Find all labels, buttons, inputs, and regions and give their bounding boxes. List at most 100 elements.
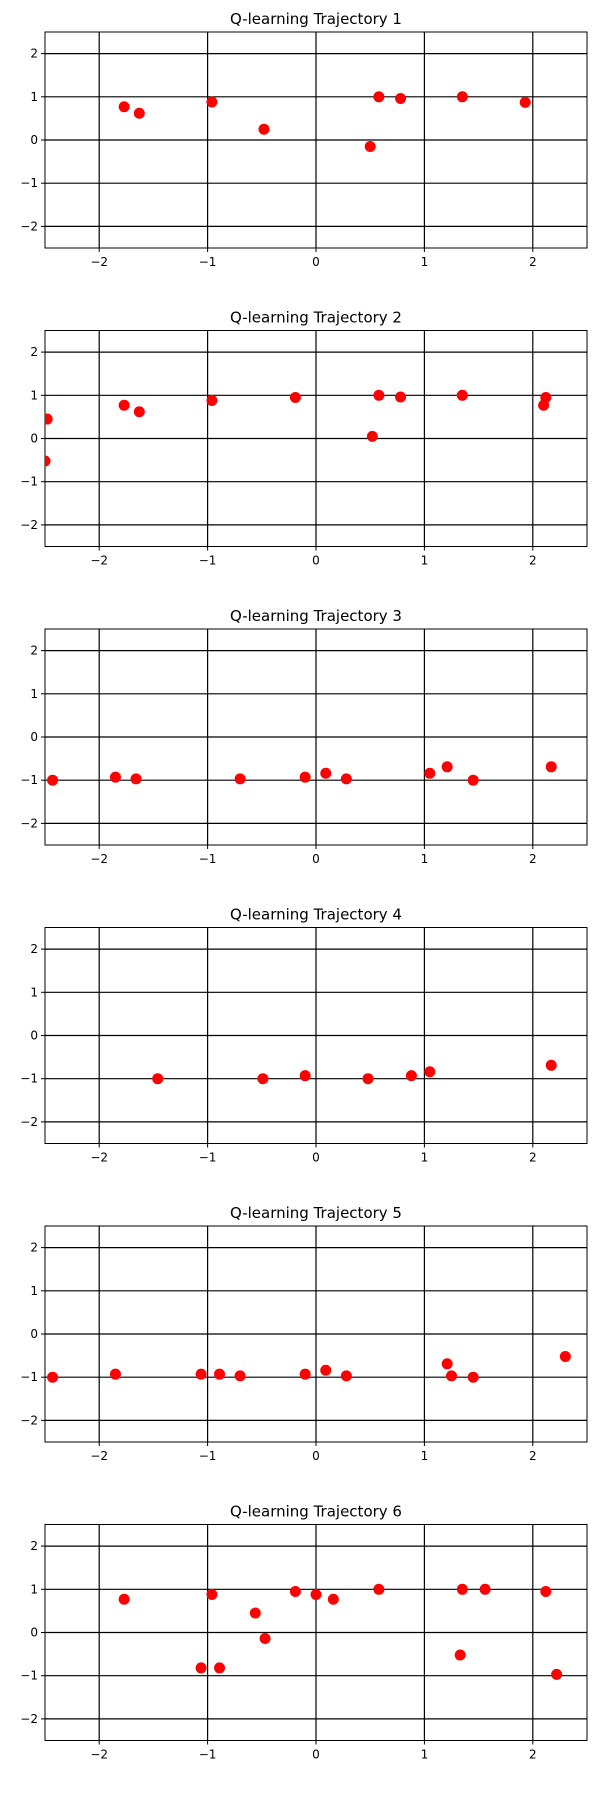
x-tick-label: 0: [312, 1748, 320, 1762]
x-tick-label: 0: [312, 852, 320, 866]
scatter-point: [373, 389, 385, 401]
scatter-point: [289, 391, 301, 403]
scatter-point: [133, 406, 145, 418]
y-tick-label: 0: [30, 1626, 38, 1640]
x-tick-label: 2: [529, 1449, 537, 1463]
y-tick-label: 2: [30, 345, 38, 359]
scatter-point: [545, 1059, 557, 1071]
scatter-point: [519, 96, 531, 108]
chart-title: Q-learning Trajectory 1: [230, 10, 402, 28]
y-tick-label: −2: [20, 1413, 38, 1427]
scatter-point: [299, 1368, 311, 1380]
scatter-point: [257, 1073, 269, 1085]
scatter-point: [479, 1583, 491, 1595]
scatter-point: [366, 430, 378, 442]
data-points: [152, 1059, 557, 1085]
scatter-point: [446, 1370, 457, 1382]
x-tick-label: 1: [421, 852, 429, 866]
y-tick-label: −2: [20, 816, 38, 830]
scatter-point: [373, 1583, 385, 1595]
x-tick-label: −1: [199, 255, 217, 269]
scatter-point: [559, 1350, 571, 1362]
scatter-point: [234, 1370, 246, 1382]
y-tick-label: −1: [20, 773, 38, 787]
x-tick-label: −2: [90, 1449, 108, 1463]
x-tick-label: −2: [90, 852, 108, 866]
x-tick-label: 0: [312, 554, 320, 568]
scatter-panel-4: Q-learning Trajectory 4 −2 −1 0 1 2 −2 −1 0 1 2: [20, 906, 588, 1165]
scatter-point: [206, 1588, 218, 1600]
data-points: [118, 91, 531, 152]
y-tick-label: 0: [30, 730, 38, 744]
x-tick-label: 2: [529, 852, 537, 866]
y-tick-label: 2: [30, 942, 38, 956]
data-points: [47, 761, 557, 786]
scatter-panel-2: Q-learning Trajectory 2 −2 −1 0 1 2 −2 −1 0 1 2: [20, 309, 588, 568]
scatter-point: [441, 761, 453, 773]
y-tick-label: −2: [20, 1115, 38, 1129]
scatter-point: [118, 101, 130, 113]
scatter-point: [109, 1368, 121, 1380]
scatter-point: [118, 399, 130, 411]
chart-title: Q-learning Trajectory 2: [230, 309, 402, 327]
x-tick-label: −1: [199, 852, 217, 866]
scatter-point: [45, 455, 51, 467]
scatter-point: [130, 773, 142, 785]
scatter-point: [467, 1371, 479, 1383]
scatter-point: [47, 1371, 59, 1383]
y-tick-label: 0: [30, 1029, 38, 1043]
x-tick-label: 2: [529, 255, 537, 269]
y-tick-label: −1: [20, 1669, 38, 1683]
scatter-point: [545, 761, 557, 773]
scatter-point: [340, 773, 352, 785]
scatter-point: [214, 1368, 226, 1380]
data-points: [45, 389, 552, 467]
data-points: [47, 1350, 571, 1383]
x-tick-label: −2: [90, 1748, 108, 1762]
scatter-point: [551, 1668, 563, 1680]
scatter-point: [118, 1593, 130, 1605]
x-tick-label: −2: [90, 554, 108, 568]
chart-title: Q-learning Trajectory 6: [230, 1503, 402, 1521]
y-tick-label: 1: [30, 90, 38, 104]
scatter-point: [109, 771, 121, 783]
scatter-point: [364, 140, 376, 152]
scatter-point: [214, 1662, 226, 1674]
scatter-point: [405, 1070, 417, 1082]
y-tick-label: 0: [30, 133, 38, 147]
y-tick-label: 1: [30, 985, 38, 999]
scatter-point: [195, 1368, 207, 1380]
scatter-panel-5: Q-learning Trajectory 5 −2 −1 0 1 2 −2 −1 0 1 2: [20, 1204, 588, 1463]
y-tick-label: −1: [20, 1072, 38, 1086]
y-tick-label: −2: [20, 1712, 38, 1726]
scatter-point: [310, 1588, 322, 1600]
x-tick-label: 1: [421, 554, 429, 568]
scatter-point: [340, 1370, 352, 1382]
x-tick-label: 1: [421, 1449, 429, 1463]
y-tick-label: 2: [30, 644, 38, 658]
scatter-point: [456, 91, 468, 103]
chart-title: Q-learning Trajectory 3: [230, 607, 402, 625]
scatter-point: [441, 1358, 453, 1370]
scatter-panel-6: Q-learning Trajectory 6 −2 −1 0 1 2 −2 −1 0 1 2: [20, 1503, 588, 1762]
x-tick-label: −1: [199, 1151, 217, 1165]
y-tick-label: 1: [30, 388, 38, 402]
scatter-point: [456, 1583, 468, 1595]
y-tick-label: −2: [20, 518, 38, 532]
scatter-point: [299, 1070, 311, 1082]
scatter-point: [206, 394, 218, 406]
scatter-point: [299, 771, 311, 783]
scatter-point: [320, 1364, 332, 1376]
chart-title: Q-learning Trajectory 4: [230, 906, 402, 924]
x-tick-label: 1: [421, 1151, 429, 1165]
x-tick-label: −1: [199, 1449, 217, 1463]
data-points: [118, 1583, 563, 1680]
y-tick-label: −1: [20, 176, 38, 190]
scatter-point: [206, 96, 218, 108]
x-tick-label: 0: [312, 1449, 320, 1463]
scatter-point: [234, 773, 246, 785]
scatter-point: [45, 413, 53, 425]
scatter-point: [289, 1585, 301, 1597]
scatter-point: [327, 1593, 339, 1605]
scatter-point: [395, 391, 407, 403]
